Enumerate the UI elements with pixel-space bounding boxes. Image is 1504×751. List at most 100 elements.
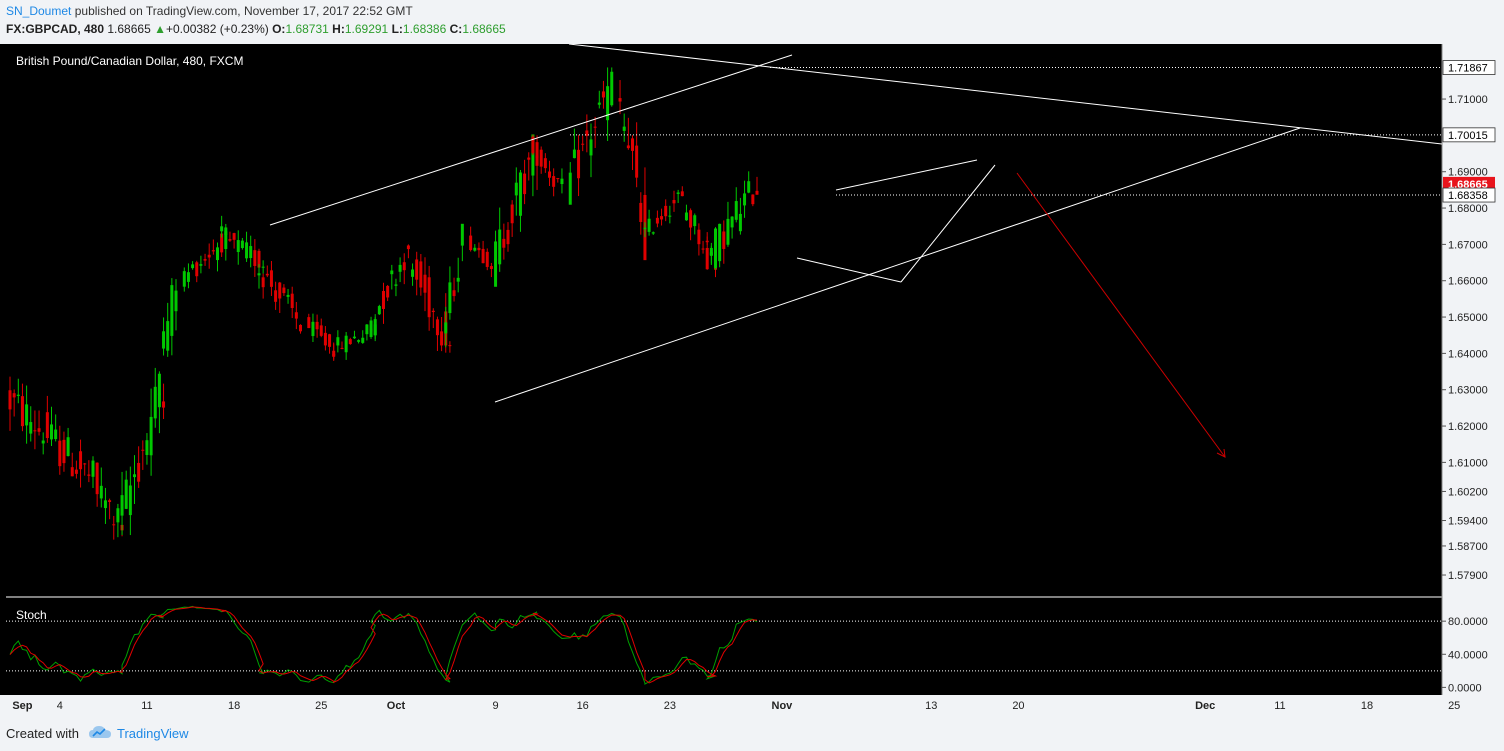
- candle-up: [186, 272, 190, 282]
- candle-up: [41, 440, 45, 444]
- candle-down: [618, 98, 622, 102]
- candle-down: [261, 277, 265, 288]
- drawing-tools-layer[interactable]: [269, 43, 1443, 458]
- chart-canvas[interactable]: British Pound/Canadian Dollar, 480, FXCM…: [0, 43, 1504, 714]
- candle-down: [751, 194, 755, 205]
- candle-up: [54, 429, 58, 440]
- candle-up: [597, 102, 601, 105]
- candle-up: [133, 474, 136, 478]
- created-with-label: Created with: [6, 726, 79, 741]
- time-tick-label: 4: [57, 700, 63, 712]
- projection-arrow[interactable]: [1016, 172, 1226, 458]
- candle-down: [195, 262, 199, 277]
- time-tick-label: Nov: [772, 700, 794, 712]
- price-label-text: 1.71867: [1448, 63, 1488, 75]
- projection-arrowhead: [1216, 448, 1226, 458]
- candle-up: [448, 282, 452, 314]
- trend-line-lower-channel[interactable]: [494, 127, 1301, 403]
- price-axis[interactable]: 1.57900 1.58700 1.59400 1.60200 1.61000 1.620…: [1442, 94, 1488, 694]
- low-label: L:: [391, 22, 403, 36]
- candle-down: [203, 259, 207, 261]
- candle-down: [62, 439, 66, 464]
- publish-info: SN_Doumet published on TradingView.com, …: [6, 4, 413, 18]
- stochastic-layer: [6, 605, 1442, 685]
- triangle-top-line[interactable]: [796, 257, 902, 283]
- candle-up: [352, 336, 356, 339]
- candle-down: [601, 91, 605, 98]
- candle-down: [307, 317, 311, 329]
- time-axis-background[interactable]: [0, 695, 1504, 714]
- candle-down: [253, 250, 257, 266]
- stoch-tick-label: 0.0000: [1448, 682, 1482, 694]
- candle-up: [365, 324, 369, 335]
- candle-up: [394, 284, 398, 286]
- candle-down: [680, 191, 684, 197]
- candle-up: [66, 437, 70, 457]
- candle-down: [705, 247, 709, 270]
- candle-up: [734, 201, 738, 220]
- candle-up: [220, 226, 224, 232]
- time-axis[interactable]: Sep 4 11 18 25 Oct 9 16 23 Nov 13 20 Dec 11 18 25: [12, 700, 1460, 712]
- candle-down: [79, 451, 83, 470]
- time-tick-label: Oct: [387, 700, 406, 712]
- candle-down: [435, 319, 439, 336]
- price-tick-label: 1.60200: [1448, 486, 1488, 498]
- stoch-label: Stoch: [16, 608, 47, 622]
- candle-down: [701, 248, 705, 250]
- candle-down: [593, 126, 597, 128]
- price-tick-label: 1.57900: [1448, 570, 1488, 582]
- candle-down: [20, 396, 24, 427]
- stoch-k-line: [9, 605, 758, 685]
- candle-down: [689, 210, 693, 228]
- candle-down: [45, 412, 49, 439]
- candle-down: [269, 270, 273, 287]
- candle-up: [261, 266, 265, 268]
- candle-down: [585, 130, 589, 136]
- candle-up: [684, 212, 688, 221]
- price-axis-background[interactable]: [1442, 44, 1504, 714]
- tradingview-link[interactable]: TradingView: [117, 726, 189, 741]
- candle-up: [377, 306, 381, 315]
- candle-down: [440, 331, 444, 346]
- wedge-top-line[interactable]: [835, 159, 978, 191]
- price-tick-label: 1.69000: [1448, 167, 1488, 179]
- time-tick-label: 11: [141, 700, 152, 712]
- candle-down: [12, 393, 16, 398]
- chart-area[interactable]: British Pound/Canadian Dollar, 480, FXCM…: [0, 43, 1504, 714]
- triangle-rising-line[interactable]: [900, 164, 996, 283]
- candle-down: [328, 334, 332, 347]
- price-tick-label: 1.67000: [1448, 239, 1488, 251]
- author-link[interactable]: SN_Doumet: [6, 4, 72, 18]
- candle-down: [207, 254, 211, 258]
- candle-up: [157, 393, 161, 408]
- candle-up: [336, 337, 340, 346]
- candle-up: [166, 321, 170, 351]
- candle-up: [473, 247, 477, 251]
- candle-up: [726, 218, 730, 245]
- candle-up: [50, 424, 53, 440]
- candle-up: [191, 264, 195, 269]
- chart-title: British Pound/Canadian Dollar, 480, FXCM: [16, 54, 243, 68]
- candle-up: [361, 337, 365, 343]
- candle-down: [348, 339, 352, 345]
- trend-line-descending[interactable]: [568, 43, 1443, 145]
- candle-up: [357, 340, 361, 342]
- trend-line-upper-channel[interactable]: [269, 54, 793, 226]
- candle-down: [37, 428, 41, 432]
- candle-down: [290, 293, 294, 308]
- candle-up: [606, 86, 610, 121]
- candle-up: [344, 335, 348, 353]
- candle-up: [170, 285, 174, 336]
- candle-down: [485, 251, 489, 267]
- candle-down: [577, 149, 581, 179]
- open-label: O:: [272, 22, 286, 36]
- candle-down: [506, 229, 510, 245]
- current-price-tag: [1443, 176, 1495, 191]
- time-tick-label: 16: [577, 700, 589, 712]
- candle-up: [668, 215, 672, 217]
- candle-down: [469, 235, 473, 251]
- chart-background: [0, 44, 1504, 714]
- candle-up: [560, 178, 564, 185]
- candle-up: [174, 290, 178, 312]
